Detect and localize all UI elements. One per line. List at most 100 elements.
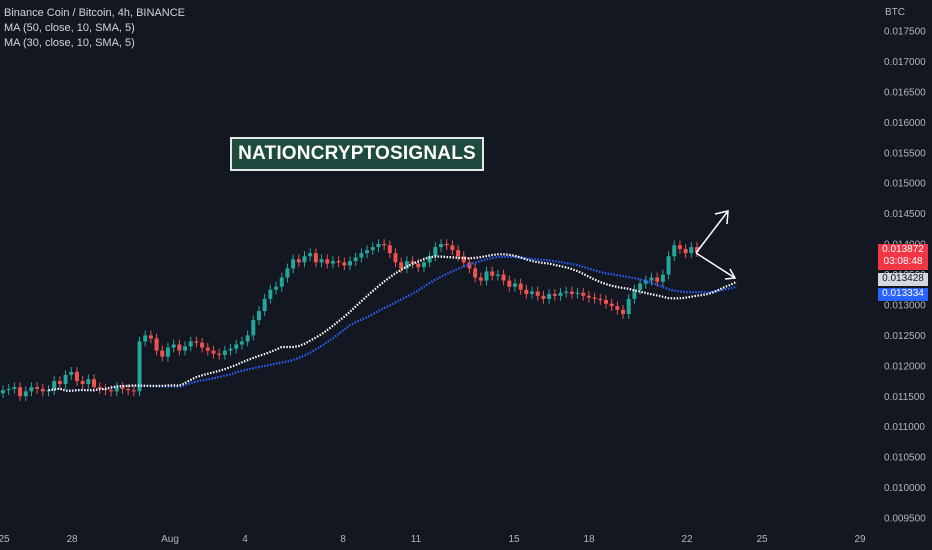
candle-body bbox=[325, 259, 330, 264]
candle-body bbox=[399, 262, 404, 269]
time-tick-label: 28 bbox=[66, 534, 78, 545]
candle-body bbox=[461, 256, 466, 263]
candle-body bbox=[353, 257, 358, 262]
candle-body bbox=[234, 344, 239, 349]
time-tick-label: 11 bbox=[411, 534, 422, 545]
candle-body bbox=[535, 291, 540, 296]
candle-body bbox=[183, 346, 188, 351]
candle-body bbox=[456, 250, 461, 257]
candle-body bbox=[35, 387, 40, 389]
candle-body bbox=[52, 381, 57, 391]
candle-body bbox=[256, 311, 261, 321]
candle-body bbox=[626, 298, 631, 315]
price-tick-label: 0.016000 bbox=[884, 118, 926, 129]
candle-body bbox=[666, 256, 671, 275]
ma-white-price-tag: 0.013428 bbox=[878, 273, 928, 286]
candle-body bbox=[319, 259, 324, 263]
candle-body bbox=[313, 253, 318, 263]
candle-body bbox=[302, 256, 307, 263]
ma30-legend[interactable]: MA (30, close, 10, SMA, 5) bbox=[4, 37, 135, 49]
candle-body bbox=[524, 289, 529, 294]
symbol-title[interactable]: Binance Coin / Bitcoin, 4h, BINANCE bbox=[4, 7, 185, 19]
candle-body bbox=[1, 390, 5, 394]
candle-body bbox=[92, 379, 97, 388]
price-tick-label: 0.010000 bbox=[884, 483, 926, 494]
candle-body bbox=[194, 341, 199, 343]
candle-body bbox=[547, 293, 552, 299]
price-tick-label: 0.011000 bbox=[884, 422, 925, 433]
price-axis-unit: BTC bbox=[885, 7, 905, 18]
ma-blue-line bbox=[48, 255, 738, 392]
candle-body bbox=[23, 391, 28, 397]
projection-arrow-down bbox=[695, 252, 736, 279]
time-tick-label: 4 bbox=[242, 534, 248, 545]
candle-body bbox=[365, 250, 370, 254]
candle-body bbox=[649, 277, 654, 281]
candle-body bbox=[564, 291, 569, 293]
candle-body bbox=[211, 350, 216, 354]
candle-body bbox=[689, 247, 694, 254]
candle-body bbox=[228, 348, 233, 351]
watermark-label: NATIONCRYPTOSIGNALS bbox=[230, 137, 484, 171]
candle-body bbox=[638, 283, 643, 290]
time-tick-label: 18 bbox=[583, 534, 595, 545]
candle-body bbox=[478, 277, 483, 281]
candle-body bbox=[285, 268, 290, 278]
candle-body bbox=[575, 292, 580, 294]
candle-body bbox=[80, 381, 85, 385]
candle-body bbox=[490, 271, 495, 276]
candle-body bbox=[643, 280, 648, 284]
time-tick-label: 22 bbox=[681, 534, 693, 545]
ma-white-price-value: 0.013428 bbox=[882, 273, 924, 284]
price-tick-label: 0.015500 bbox=[884, 148, 926, 159]
candles-group bbox=[1, 239, 699, 402]
candle-body bbox=[165, 347, 170, 357]
candle-body bbox=[137, 341, 142, 392]
time-tick-label: 25 bbox=[0, 534, 10, 545]
candle-body bbox=[410, 261, 415, 264]
candle-body bbox=[291, 259, 296, 269]
candle-body bbox=[57, 381, 62, 385]
candle-body bbox=[274, 286, 279, 290]
time-axis[interactable]: 25 28 Aug 4 8 11 15 18 22 25 29 bbox=[0, 534, 866, 545]
candle-body bbox=[416, 263, 421, 268]
price-tick-label: 0.015000 bbox=[884, 179, 926, 190]
candle-body bbox=[672, 245, 677, 257]
candle-body bbox=[632, 289, 637, 299]
candle-body bbox=[239, 341, 244, 345]
time-tick-label: 29 bbox=[854, 534, 866, 545]
price-tick-label: 0.012500 bbox=[884, 331, 926, 342]
candle-body bbox=[387, 245, 392, 254]
candle-body bbox=[552, 293, 557, 296]
price-tick-label: 0.013000 bbox=[884, 300, 926, 311]
candle-body bbox=[501, 274, 506, 281]
candle-body bbox=[245, 335, 250, 342]
candle-body bbox=[86, 379, 91, 385]
candle-body bbox=[404, 261, 409, 269]
candle-body bbox=[495, 274, 500, 276]
price-tick-label: 0.017500 bbox=[884, 27, 926, 38]
candle-body bbox=[558, 292, 563, 296]
bar-countdown: 03:08:48 bbox=[883, 256, 923, 267]
candle-body bbox=[615, 306, 620, 310]
ma-blue-price-tag: 0.013334 bbox=[878, 288, 928, 301]
candle-body bbox=[97, 387, 102, 389]
candle-body bbox=[695, 247, 699, 252]
projection-arrow-up bbox=[695, 210, 729, 254]
candle-body bbox=[126, 388, 131, 391]
candle-body bbox=[342, 262, 347, 266]
ma50-legend[interactable]: MA (50, close, 10, SMA, 5) bbox=[4, 22, 135, 34]
candle-body bbox=[530, 291, 535, 294]
price-tick-label: 0.012000 bbox=[884, 361, 926, 372]
candle-body bbox=[382, 244, 387, 246]
candle-body bbox=[40, 388, 45, 392]
candle-body bbox=[308, 253, 313, 257]
candle-body bbox=[222, 350, 227, 355]
candle-body bbox=[18, 387, 23, 397]
candle-body bbox=[473, 268, 478, 278]
candle-body bbox=[217, 353, 222, 355]
candle-body bbox=[200, 342, 205, 348]
price-tick-label: 0.009500 bbox=[884, 514, 926, 525]
projection-arrow-down-head bbox=[724, 268, 737, 280]
